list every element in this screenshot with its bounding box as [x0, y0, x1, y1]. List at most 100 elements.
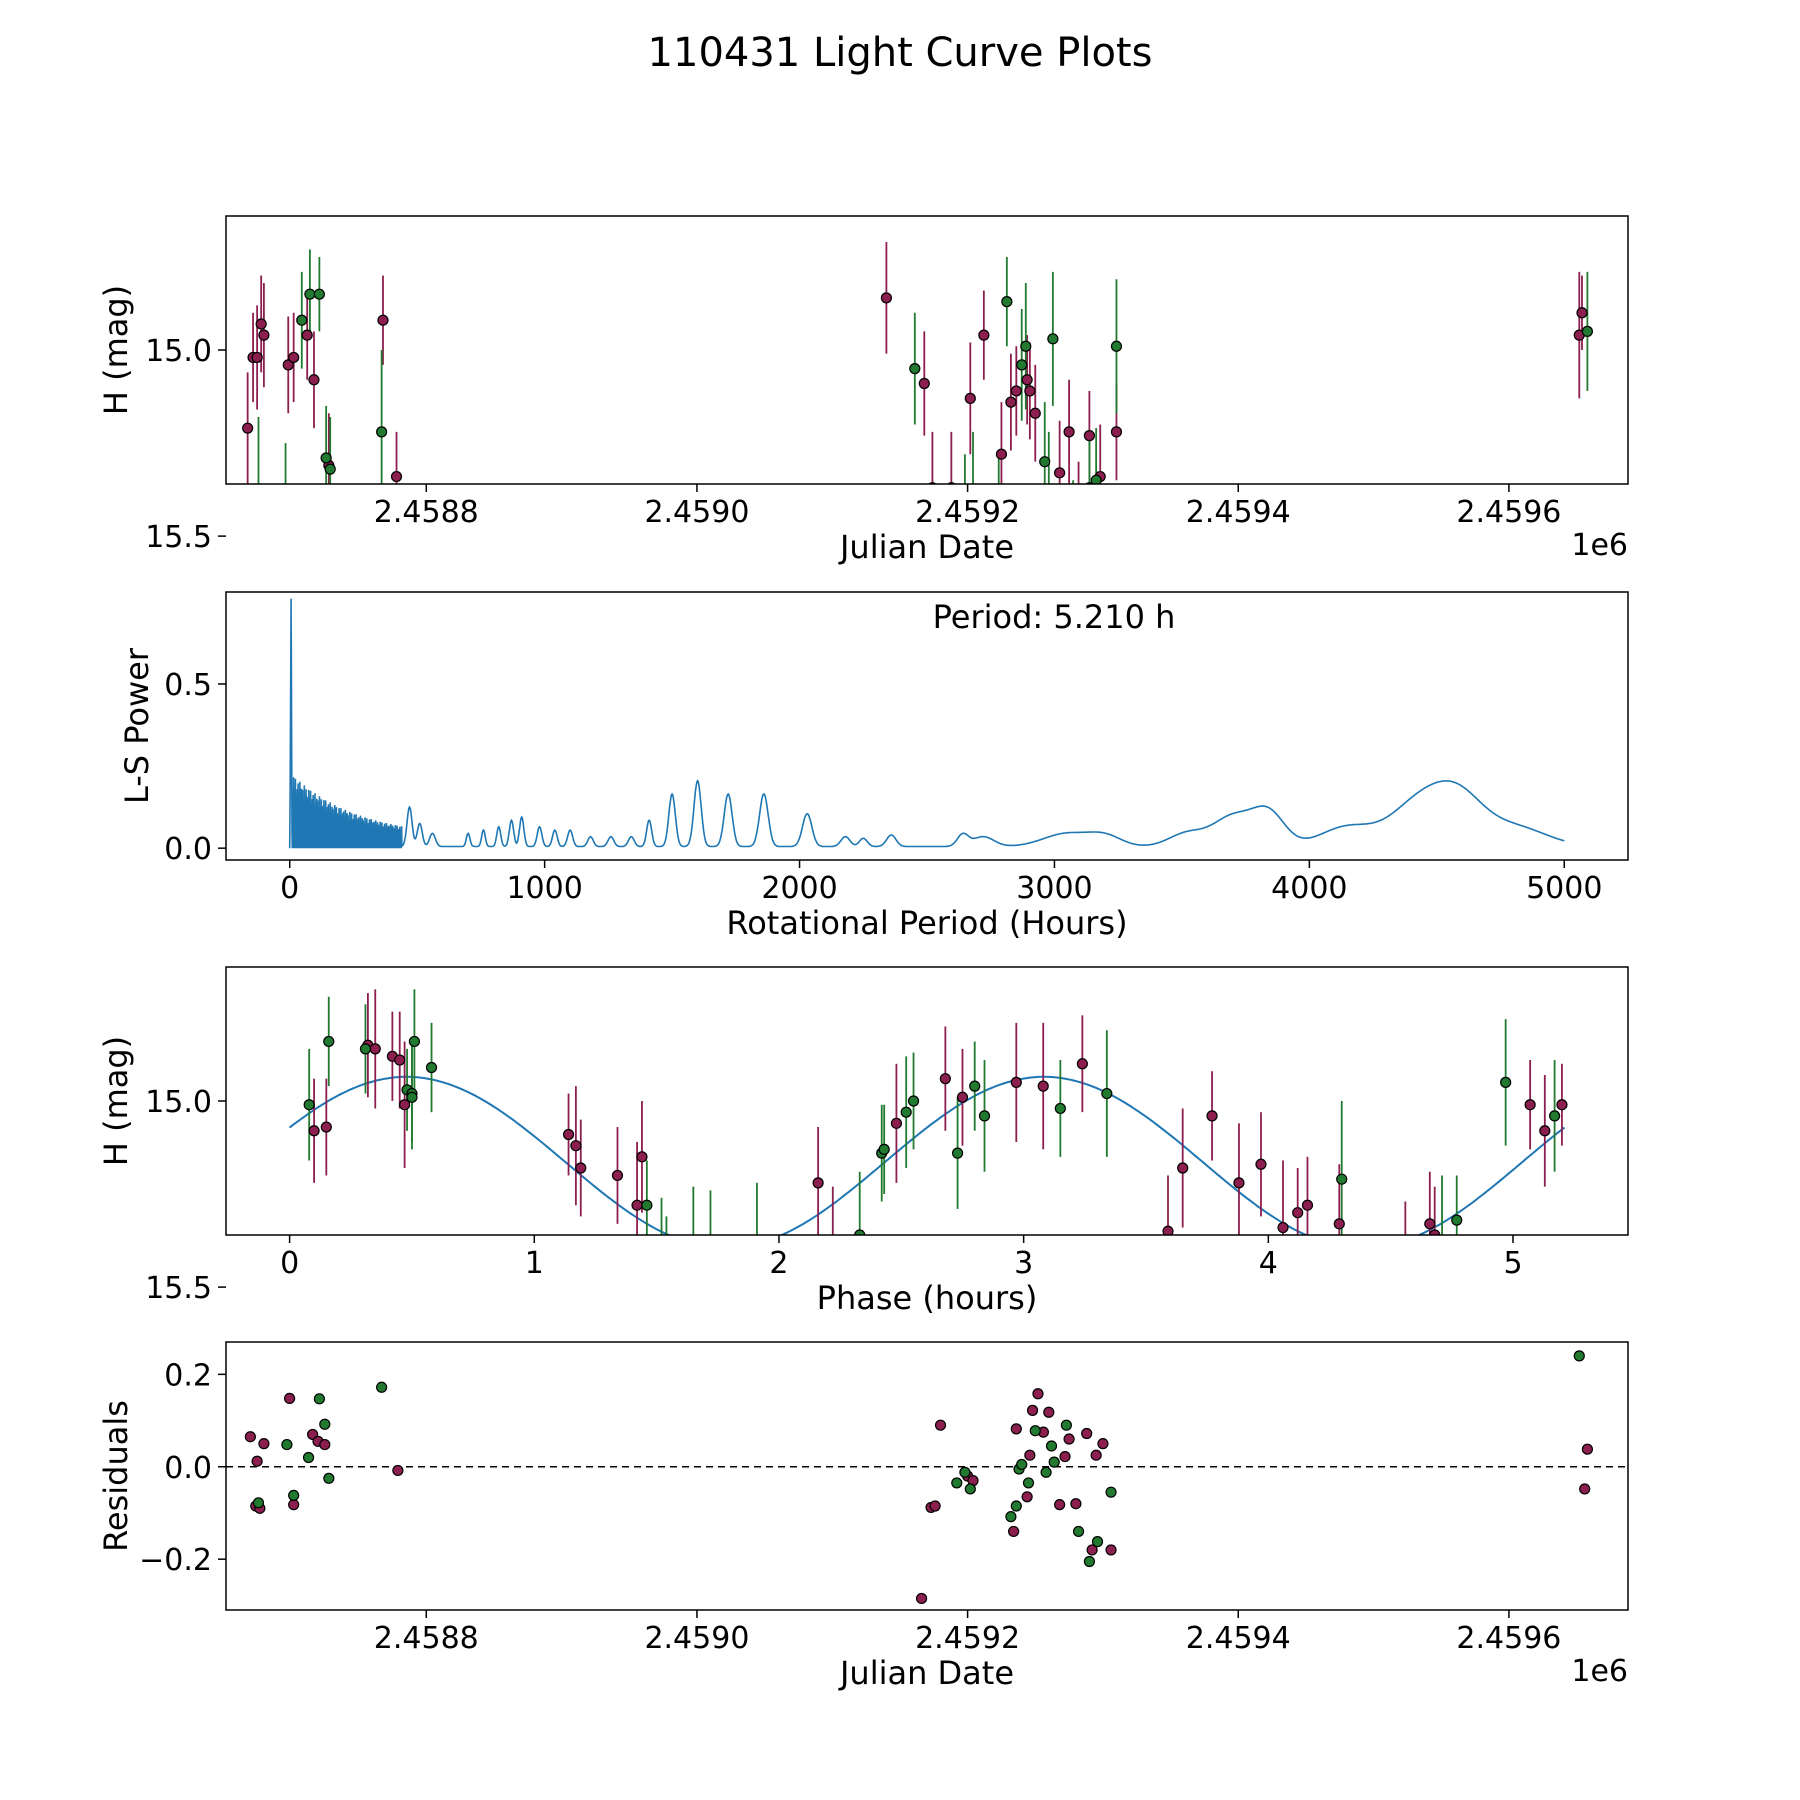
red-point [1162, 1225, 1174, 1235]
y-tick-label: 0.2 [164, 1358, 212, 1393]
plot-inner [242, 242, 1594, 571]
model-curve [288, 1075, 1566, 1235]
y-tick-label: 0.5 [164, 668, 212, 703]
green-point [323, 1472, 335, 1484]
red-point [392, 1464, 404, 1477]
phased-x-label: Phase (hours) [817, 1279, 1038, 1317]
red-point [282, 359, 294, 371]
red-point [1005, 396, 1017, 408]
x-tick-label: 5 [1503, 1246, 1522, 1281]
red-point [1110, 426, 1123, 438]
green-point [1437, 1241, 1447, 1251]
green-point [319, 1418, 331, 1430]
red-point [390, 470, 403, 483]
green-point [959, 1466, 971, 1478]
residuals-y-label: Residuals [97, 1400, 135, 1552]
red-point [1101, 561, 1111, 571]
x-tick-label: 2.4594 [1186, 1621, 1291, 1656]
green-point [854, 1229, 866, 1235]
red-point [1233, 1177, 1245, 1189]
green-point [1500, 1076, 1512, 1088]
green-point [313, 288, 325, 300]
red-point [319, 1438, 331, 1451]
red-point [828, 1260, 838, 1270]
panel-periodogram: 0 1000 2000 3000 4000 5000 0.0 0.5 Rotational … [118, 591, 1629, 942]
phased-plot-area [288, 989, 1568, 1270]
periodogram-frame [225, 591, 1629, 861]
green-point [359, 1043, 372, 1055]
figure-title: 110431 Light Curve Plots [648, 30, 1153, 76]
red-point [1579, 1483, 1591, 1495]
residuals-y-ticks: 0.2 0.0 −0.2 [139, 1358, 226, 1578]
plot-inner [288, 989, 1568, 1270]
red-point [394, 1054, 406, 1066]
red-point [1026, 1404, 1039, 1416]
lightcurve-y-label: H (mag) [97, 285, 135, 415]
x-tick-label: 4000 [1271, 871, 1347, 906]
green-point [1101, 1087, 1113, 1100]
y-tick-label: 15.5 [145, 1271, 212, 1306]
green-point [1072, 1525, 1085, 1538]
panel-lightcurve: 2.4588 2.4590 2.4592 2.4594 2.4596 15.515.0 … [97, 215, 1629, 571]
x-tick-label: 2 [769, 1246, 788, 1281]
green-point [406, 1091, 418, 1103]
x-tick-label: 2.4594 [1186, 495, 1291, 530]
phased-y-label: H (mag) [97, 1036, 135, 1166]
red-point [288, 351, 300, 364]
green-point [302, 1451, 315, 1464]
red-point [1086, 1544, 1098, 1556]
x-tick-label: 0 [280, 1246, 299, 1281]
x-tick-label: 2000 [761, 871, 837, 906]
residuals-x-label: Julian Date [838, 1654, 1014, 1692]
x-tick-label: 4 [1259, 1246, 1278, 1281]
green-point [253, 494, 263, 504]
red-point [308, 374, 320, 386]
red-point [1576, 307, 1588, 319]
green-point [1060, 1419, 1072, 1431]
red-point [890, 1117, 903, 1129]
x-tick-label: 1000 [506, 871, 582, 906]
red-point [399, 1099, 411, 1111]
periodogram-x-label: Rotational Period (Hours) [726, 904, 1127, 942]
red-point [251, 1455, 263, 1467]
x-tick-label: 2.4596 [1456, 495, 1561, 530]
lightcurve-frame [225, 215, 1629, 485]
green-point [1090, 474, 1102, 484]
residuals-x-offset: 1e6 [1571, 1654, 1628, 1689]
period-annotation: Period: 5.210 h [933, 598, 1176, 636]
lightcurve-x-offset: 1e6 [1571, 528, 1628, 563]
y-tick-label: 15.0 [145, 334, 212, 369]
green-point [408, 1035, 421, 1048]
green-point [641, 1199, 653, 1211]
red-point [369, 1043, 381, 1055]
red-point [1054, 1499, 1066, 1511]
green-point [688, 1249, 698, 1259]
green-point [1045, 1440, 1058, 1452]
red-point [1524, 1099, 1536, 1111]
lightcurve-y-ticks: 15.5 15.0 [145, 334, 226, 555]
red-point [1021, 374, 1033, 386]
red-point [1059, 1450, 1071, 1463]
red-point [1063, 1433, 1075, 1445]
x-tick-label: 0 [280, 871, 299, 906]
green-point [1573, 1350, 1585, 1362]
red-point [1177, 1162, 1189, 1174]
red-point [1206, 1110, 1218, 1122]
green-point [1022, 1477, 1035, 1489]
green-point [1451, 1214, 1463, 1226]
green-point [878, 1143, 890, 1155]
red-point [1024, 385, 1036, 397]
green-point [281, 1438, 293, 1451]
red-point [964, 392, 976, 404]
green-point [1040, 1466, 1052, 1478]
red-point [939, 1073, 951, 1085]
green-point [323, 1035, 335, 1048]
green-point [296, 314, 308, 326]
x-tick-label: 1 [525, 1246, 544, 1281]
residuals-frame [225, 1341, 1629, 1611]
green-point [288, 1489, 300, 1502]
red-point [1292, 1207, 1304, 1219]
red-point [251, 351, 263, 364]
red-point [995, 448, 1008, 460]
red-point [812, 1177, 824, 1189]
